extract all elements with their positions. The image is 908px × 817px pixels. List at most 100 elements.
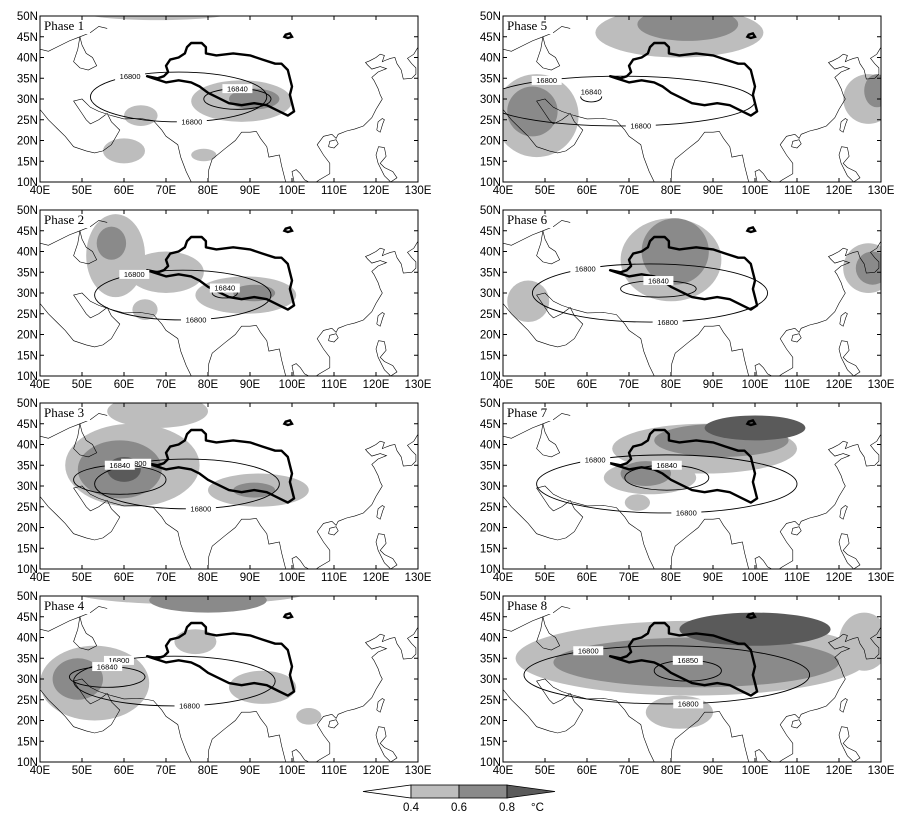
contour-label: 16800 xyxy=(575,265,596,274)
y-tick-label: 20N xyxy=(17,716,38,728)
x-tick-label: 70E xyxy=(156,379,177,391)
contour-label: 16800 xyxy=(585,456,606,465)
coastline xyxy=(536,36,561,71)
shaded-area-04 xyxy=(296,708,322,725)
contour-label-bg xyxy=(119,269,150,279)
colorbar-level-label: 0.6 xyxy=(451,802,467,814)
y-tick-label: 10N xyxy=(17,177,38,189)
x-tick-label: 90E xyxy=(240,379,261,391)
y-tick-label: 40N xyxy=(17,633,38,645)
plateau-outline xyxy=(608,621,759,697)
plateau-outline-islet xyxy=(282,225,294,234)
x-tick-label: 130E xyxy=(868,185,895,197)
x-tick-label: 40E xyxy=(493,185,514,197)
shaded-area-04 xyxy=(107,403,208,428)
x-tick-label: 50E xyxy=(535,572,556,584)
shaded-area-04 xyxy=(839,612,881,671)
y-tick-label: 50N xyxy=(17,205,38,217)
contour-label: 16800 xyxy=(124,270,145,279)
coastline xyxy=(291,433,418,569)
panel-title-bg xyxy=(505,212,553,228)
x-tick-label: 40E xyxy=(30,185,51,197)
y-tick-label: 35N xyxy=(17,73,38,85)
shaded-area-06 xyxy=(507,86,558,137)
shaded-area-04 xyxy=(229,670,297,704)
contour-label: 16800 xyxy=(578,646,599,655)
y-tick-label: 50N xyxy=(480,591,501,603)
shaded-area-06 xyxy=(641,218,709,285)
plateau-outline xyxy=(608,235,759,311)
x-tick-label: 60E xyxy=(577,572,598,584)
x-tick-label: 50E xyxy=(72,765,93,777)
y-tick-label: 20N xyxy=(17,136,38,148)
contour-label: 16800 xyxy=(190,505,211,514)
y-tick-label: 20N xyxy=(480,330,501,342)
y-tick-label: 40N xyxy=(17,440,38,452)
contour-label-bg xyxy=(576,87,607,97)
map-panel-phase-2: 16800 16800 16840 Phase 2 40E 50E 60E 70E 80E 90E… xyxy=(17,205,432,391)
y-tick-label: 45N xyxy=(17,419,38,431)
coastline xyxy=(838,726,861,762)
coastline xyxy=(838,146,861,182)
x-tick-label: 80E xyxy=(198,765,219,777)
y-tick-label: 10N xyxy=(480,757,501,769)
y-tick-label: 20N xyxy=(17,523,38,535)
coastline xyxy=(73,423,98,458)
contour-label-bg xyxy=(115,71,146,81)
x-tick-label: 130E xyxy=(405,572,432,584)
y-tick-label: 35N xyxy=(480,267,501,279)
panel-title-bg xyxy=(505,18,553,34)
plateau-outline-islet xyxy=(745,31,757,40)
coastline xyxy=(328,139,339,149)
coastline xyxy=(291,46,418,182)
y-tick-label: 15N xyxy=(17,350,38,362)
coastline xyxy=(839,698,848,713)
y-tick-label: 10N xyxy=(17,757,38,769)
shaded-area-04 xyxy=(92,16,224,21)
coastline xyxy=(791,526,802,536)
x-tick-label: 70E xyxy=(619,379,640,391)
coastline xyxy=(838,340,861,376)
x-tick-label: 70E xyxy=(156,185,177,197)
y-tick-label: 35N xyxy=(17,653,38,665)
map-panel-phase-6: 16800 16800 16840 Phase 6 40E 50E 60E 70E 80E 90E… xyxy=(480,205,895,391)
x-tick-label: 110E xyxy=(321,185,347,197)
contour-label: 16800 xyxy=(181,118,202,127)
x-tick-label: 80E xyxy=(661,765,682,777)
panel-title: Phase 7 xyxy=(507,405,548,420)
plateau-outline xyxy=(608,428,759,504)
x-tick-label: 110E xyxy=(784,379,810,391)
y-tick-label: 45N xyxy=(480,32,501,44)
x-tick-label: 120E xyxy=(363,379,390,391)
y-tick-label: 50N xyxy=(480,11,501,23)
coastline xyxy=(503,413,571,439)
shaded-area-04 xyxy=(191,148,217,162)
y-tick-label: 10N xyxy=(480,564,501,576)
map-panel-phase-5: 16800 16800 16840 Phase 5 40E 50E 60E 70E 80E 90E… xyxy=(480,11,895,197)
contour-label-bg xyxy=(625,121,656,131)
contour-label-bg xyxy=(209,283,240,293)
y-tick-label: 25N xyxy=(17,115,38,127)
plateau-outline-islet xyxy=(745,418,757,427)
contour-label-bg xyxy=(121,458,152,468)
contour-label-bg xyxy=(181,315,212,325)
plateau-outline-islet xyxy=(282,611,294,620)
coastline xyxy=(503,678,749,762)
coastline xyxy=(375,146,398,182)
panel-title: Phase 6 xyxy=(507,212,548,227)
x-tick-label: 120E xyxy=(363,765,390,777)
contour-label-bg xyxy=(652,317,683,327)
shaded-area-04 xyxy=(132,299,158,320)
y-tick-label: 20N xyxy=(480,716,501,728)
panel-title: Phase 3 xyxy=(44,405,84,420)
y-tick-label: 30N xyxy=(480,94,501,106)
y-tick-label: 25N xyxy=(17,502,38,514)
contour-label: 16850 xyxy=(677,656,698,665)
coastline xyxy=(791,139,802,149)
colorbar-segment-0.6-0.8 xyxy=(458,784,508,799)
y-tick-label: 20N xyxy=(17,330,38,342)
colorbar-segment-0.4-0.6 xyxy=(410,784,460,799)
coastline xyxy=(291,240,418,376)
x-tick-label: 110E xyxy=(784,572,810,584)
contour-16800 xyxy=(536,454,798,514)
